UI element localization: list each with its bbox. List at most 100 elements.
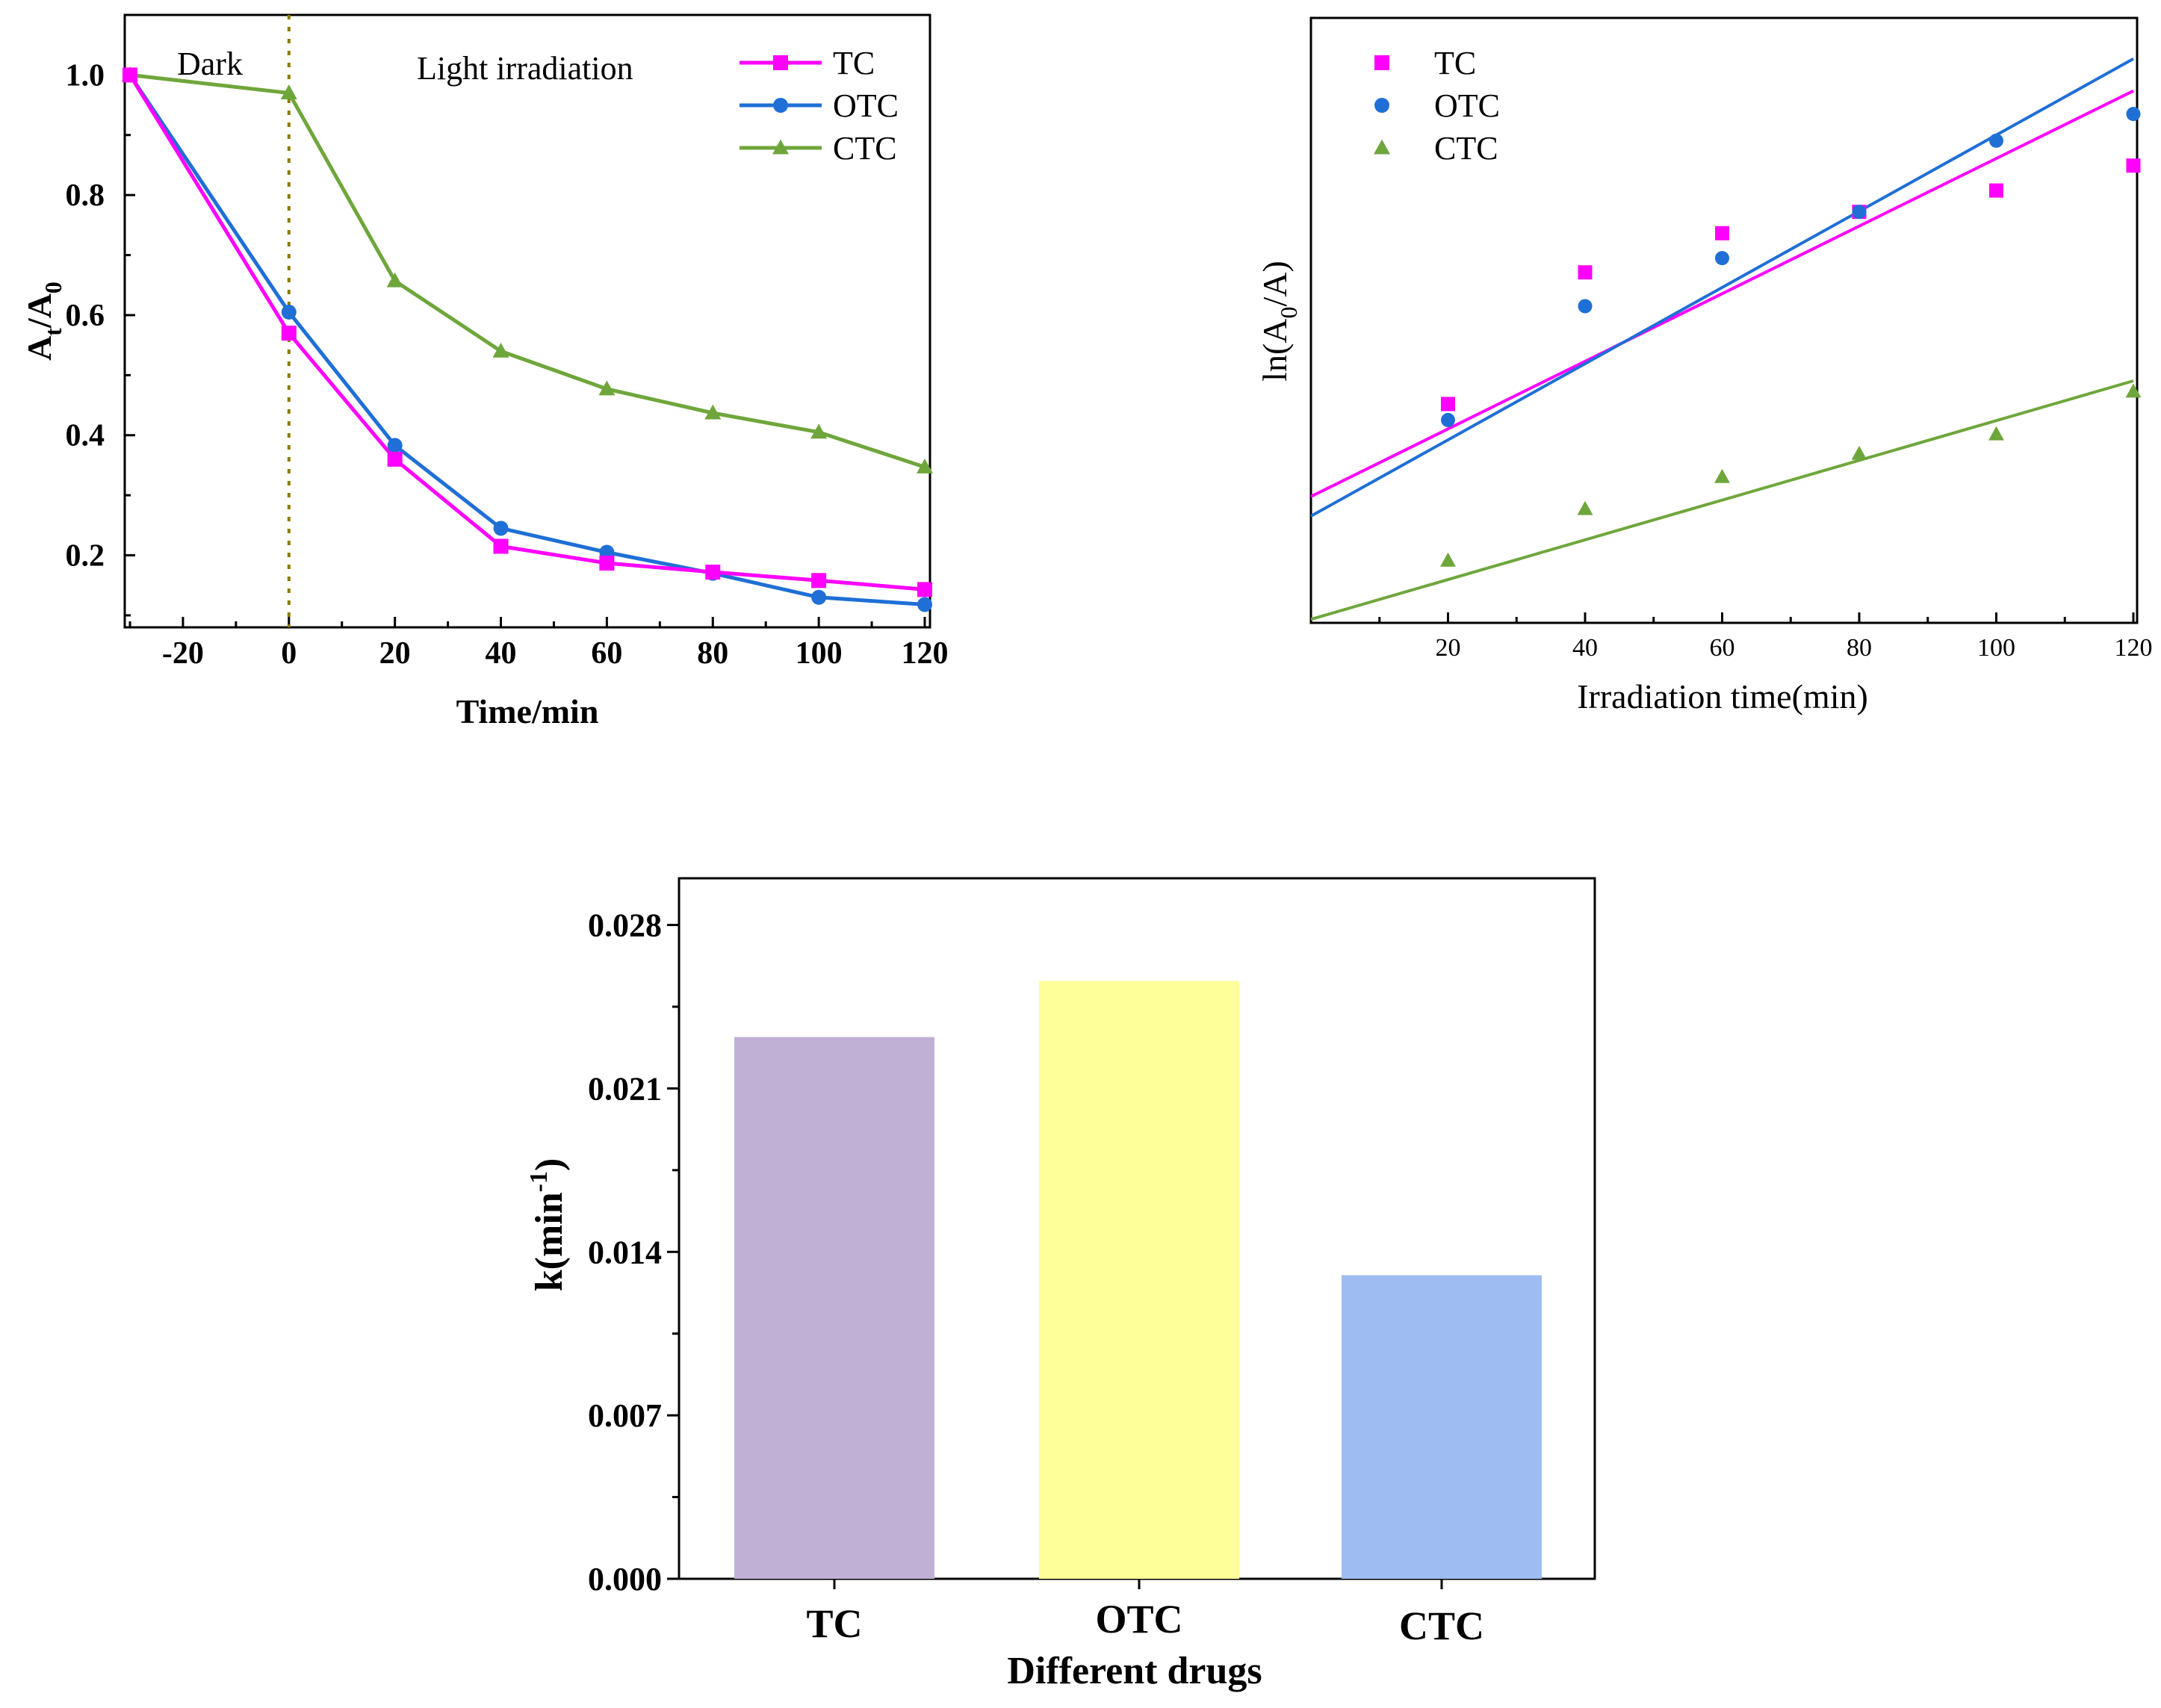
panel-a-plot-frame — [123, 13, 931, 629]
panel-a-x-tick-label: 60 — [591, 636, 622, 671]
panel-a-line-otc — [128, 74, 926, 606]
panel-c-y-tick-labels: 0.000 0.007 0.014 0.021 0.028 — [588, 907, 662, 1597]
panel-b-legend-marker-otc — [1374, 98, 1389, 113]
panel-a-y-tick-label: 0.6 — [66, 299, 105, 333]
panel-b-point-ctc — [1577, 500, 1593, 515]
panel-a-point-tc — [705, 565, 721, 580]
panel-a-x-tick-label: 80 — [697, 636, 728, 671]
panel-b-point-otc — [1989, 133, 2003, 148]
panel-b-point-ctc — [2125, 383, 2142, 398]
panel-b-legend-label-ctc: CTC — [1434, 130, 1498, 167]
panel-a-point-ctc — [280, 84, 297, 100]
panel-a-x-tick-labels: -20 0 20 40 60 80 100 120 — [162, 636, 949, 671]
panel-b-x-tick-labels: 20 40 60 80 100 120 — [1436, 634, 2153, 662]
panel-a-point-tc — [281, 326, 297, 341]
panel-a-legend-marker-otc — [773, 98, 788, 113]
panel-a-x-tick-label: 0 — [281, 636, 297, 671]
panel-a-point-ctc — [386, 272, 403, 288]
panel-b-x-tick-label: 80 — [1847, 634, 1872, 662]
panel-c: 0.000 0.007 0.014 0.021 0.028 TC OTC CTC Diffe… — [525, 877, 1596, 1692]
panel-a: -20 0 20 40 60 80 100 120 0.20.40.60.81.0 Dark … — [20, 13, 949, 730]
panel-b-legend-label-tc: TC — [1434, 45, 1476, 81]
panel-a-x-axis-label: Time/min — [456, 692, 599, 730]
panel-a-x-tick-label: 100 — [796, 636, 843, 671]
panel-a-point-tc — [123, 67, 137, 83]
panel-b-x-tick-label: 100 — [1977, 634, 2015, 662]
panel-b-legend: TC OTC CTC — [1374, 45, 1500, 167]
panel-a-legend-label-otc: OTC — [833, 87, 899, 124]
panel-b-point-otc — [1441, 412, 1455, 427]
panel-a-y-tick-label: 0.4 — [66, 419, 105, 453]
panel-a-point-ctc — [704, 404, 722, 420]
panel-a-point-otc — [281, 304, 297, 320]
panel-b-fit-line-ctc — [1311, 379, 2134, 621]
panel-b-point-otc — [1852, 205, 1867, 220]
panel-a-annotation-dark: Dark — [177, 46, 243, 82]
panel-c-bar-otc — [1039, 981, 1239, 1579]
panel-a-point-ctc — [598, 380, 616, 396]
panel-a-point-tc — [917, 582, 932, 597]
panel-a-y-tick-label: 0.2 — [66, 539, 105, 574]
panel-b-fit-line-tc — [1311, 89, 2134, 498]
panel-a-legend-marker-ctc — [772, 139, 789, 155]
panel-a-point-otc — [493, 521, 509, 536]
panel-c-x-tick-label-tc: TC — [806, 1601, 862, 1646]
panel-b: 20 40 60 80 100 120 TC OTC CTC Irradiation time… — [1256, 16, 2153, 715]
panel-b-legend-marker-tc — [1374, 55, 1389, 70]
panel-c-x-tick-labels: TC OTC CTC — [806, 1597, 1484, 1648]
panel-b-point-ctc — [1988, 426, 2004, 441]
panel-a-y-tick-label: 0.8 — [66, 178, 105, 213]
panel-a-point-tc — [599, 555, 615, 571]
panel-a-line-tc — [128, 74, 926, 591]
panel-b-point-tc — [1441, 397, 1455, 412]
panel-a-legend-label-tc: TC — [833, 45, 875, 81]
panel-a-point-ctc — [917, 458, 933, 473]
panel-b-point-ctc — [1851, 445, 1867, 460]
panel-a-legend: TC OTC CTC — [740, 45, 899, 167]
panel-b-x-tick-label: 20 — [1436, 634, 1461, 662]
panel-c-ticks — [667, 924, 1443, 1589]
panel-b-point-tc — [1715, 226, 1729, 240]
panel-b-x-axis-label: Irradiation time(min) — [1577, 677, 1868, 715]
panel-b-point-otc — [2126, 107, 2141, 122]
panel-a-point-tc — [811, 573, 827, 589]
panel-b-point-ctc — [1440, 552, 1456, 567]
panel-b-x-tick-label: 120 — [2115, 634, 2153, 662]
panel-b-point-otc — [1715, 251, 1729, 266]
panel-b-legend-marker-ctc — [1374, 139, 1390, 155]
panel-a-point-ctc — [810, 423, 828, 439]
panel-b-point-tc — [1578, 265, 1593, 280]
panel-b-series-markers — [1440, 107, 2142, 567]
panel-a-legend-marker-tc — [773, 55, 788, 70]
panel-a-point-otc — [811, 589, 827, 605]
panel-a-x-tick-label: -20 — [162, 636, 204, 671]
panel-a-ticks — [125, 13, 926, 627]
panel-b-legend-label-otc: OTC — [1434, 87, 1500, 124]
panel-b-point-tc — [1989, 183, 2003, 198]
panel-c-bar-tc — [734, 1037, 934, 1579]
panel-a-x-tick-label: 40 — [486, 636, 517, 671]
panel-a-series-markers — [122, 66, 933, 612]
panel-c-x-tick-label-otc: OTC — [1095, 1597, 1182, 1642]
panel-b-ticks — [1378, 612, 2135, 623]
panel-a-annotation-light: Light irradiation — [417, 50, 633, 87]
panel-b-y-axis-label: ln(A0/A) — [1256, 261, 1302, 382]
panel-c-y-tick-label: 0.021 — [588, 1070, 662, 1107]
panel-a-point-tc — [493, 538, 509, 554]
panel-b-point-tc — [2126, 158, 2141, 173]
panel-a-line-ctc — [129, 72, 926, 469]
panel-c-y-tick-label: 0.028 — [588, 907, 662, 944]
panel-a-x-tick-label: 120 — [902, 636, 949, 671]
panel-a-y-axis-label: At/A0 — [20, 282, 66, 361]
panel-c-y-tick-label: 0.007 — [588, 1397, 662, 1434]
panel-a-legend-label-ctc: CTC — [833, 130, 897, 167]
panel-a-point-otc — [387, 438, 403, 453]
panel-a-series-lines — [128, 72, 926, 606]
panel-a-x-tick-label: 20 — [379, 636, 411, 671]
panel-c-y-tick-label: 0.000 — [588, 1561, 662, 1597]
panel-b-point-otc — [1578, 299, 1593, 314]
panel-b-point-ctc — [1714, 468, 1730, 483]
panel-c-x-axis-label: Different drugs — [1007, 1650, 1262, 1692]
